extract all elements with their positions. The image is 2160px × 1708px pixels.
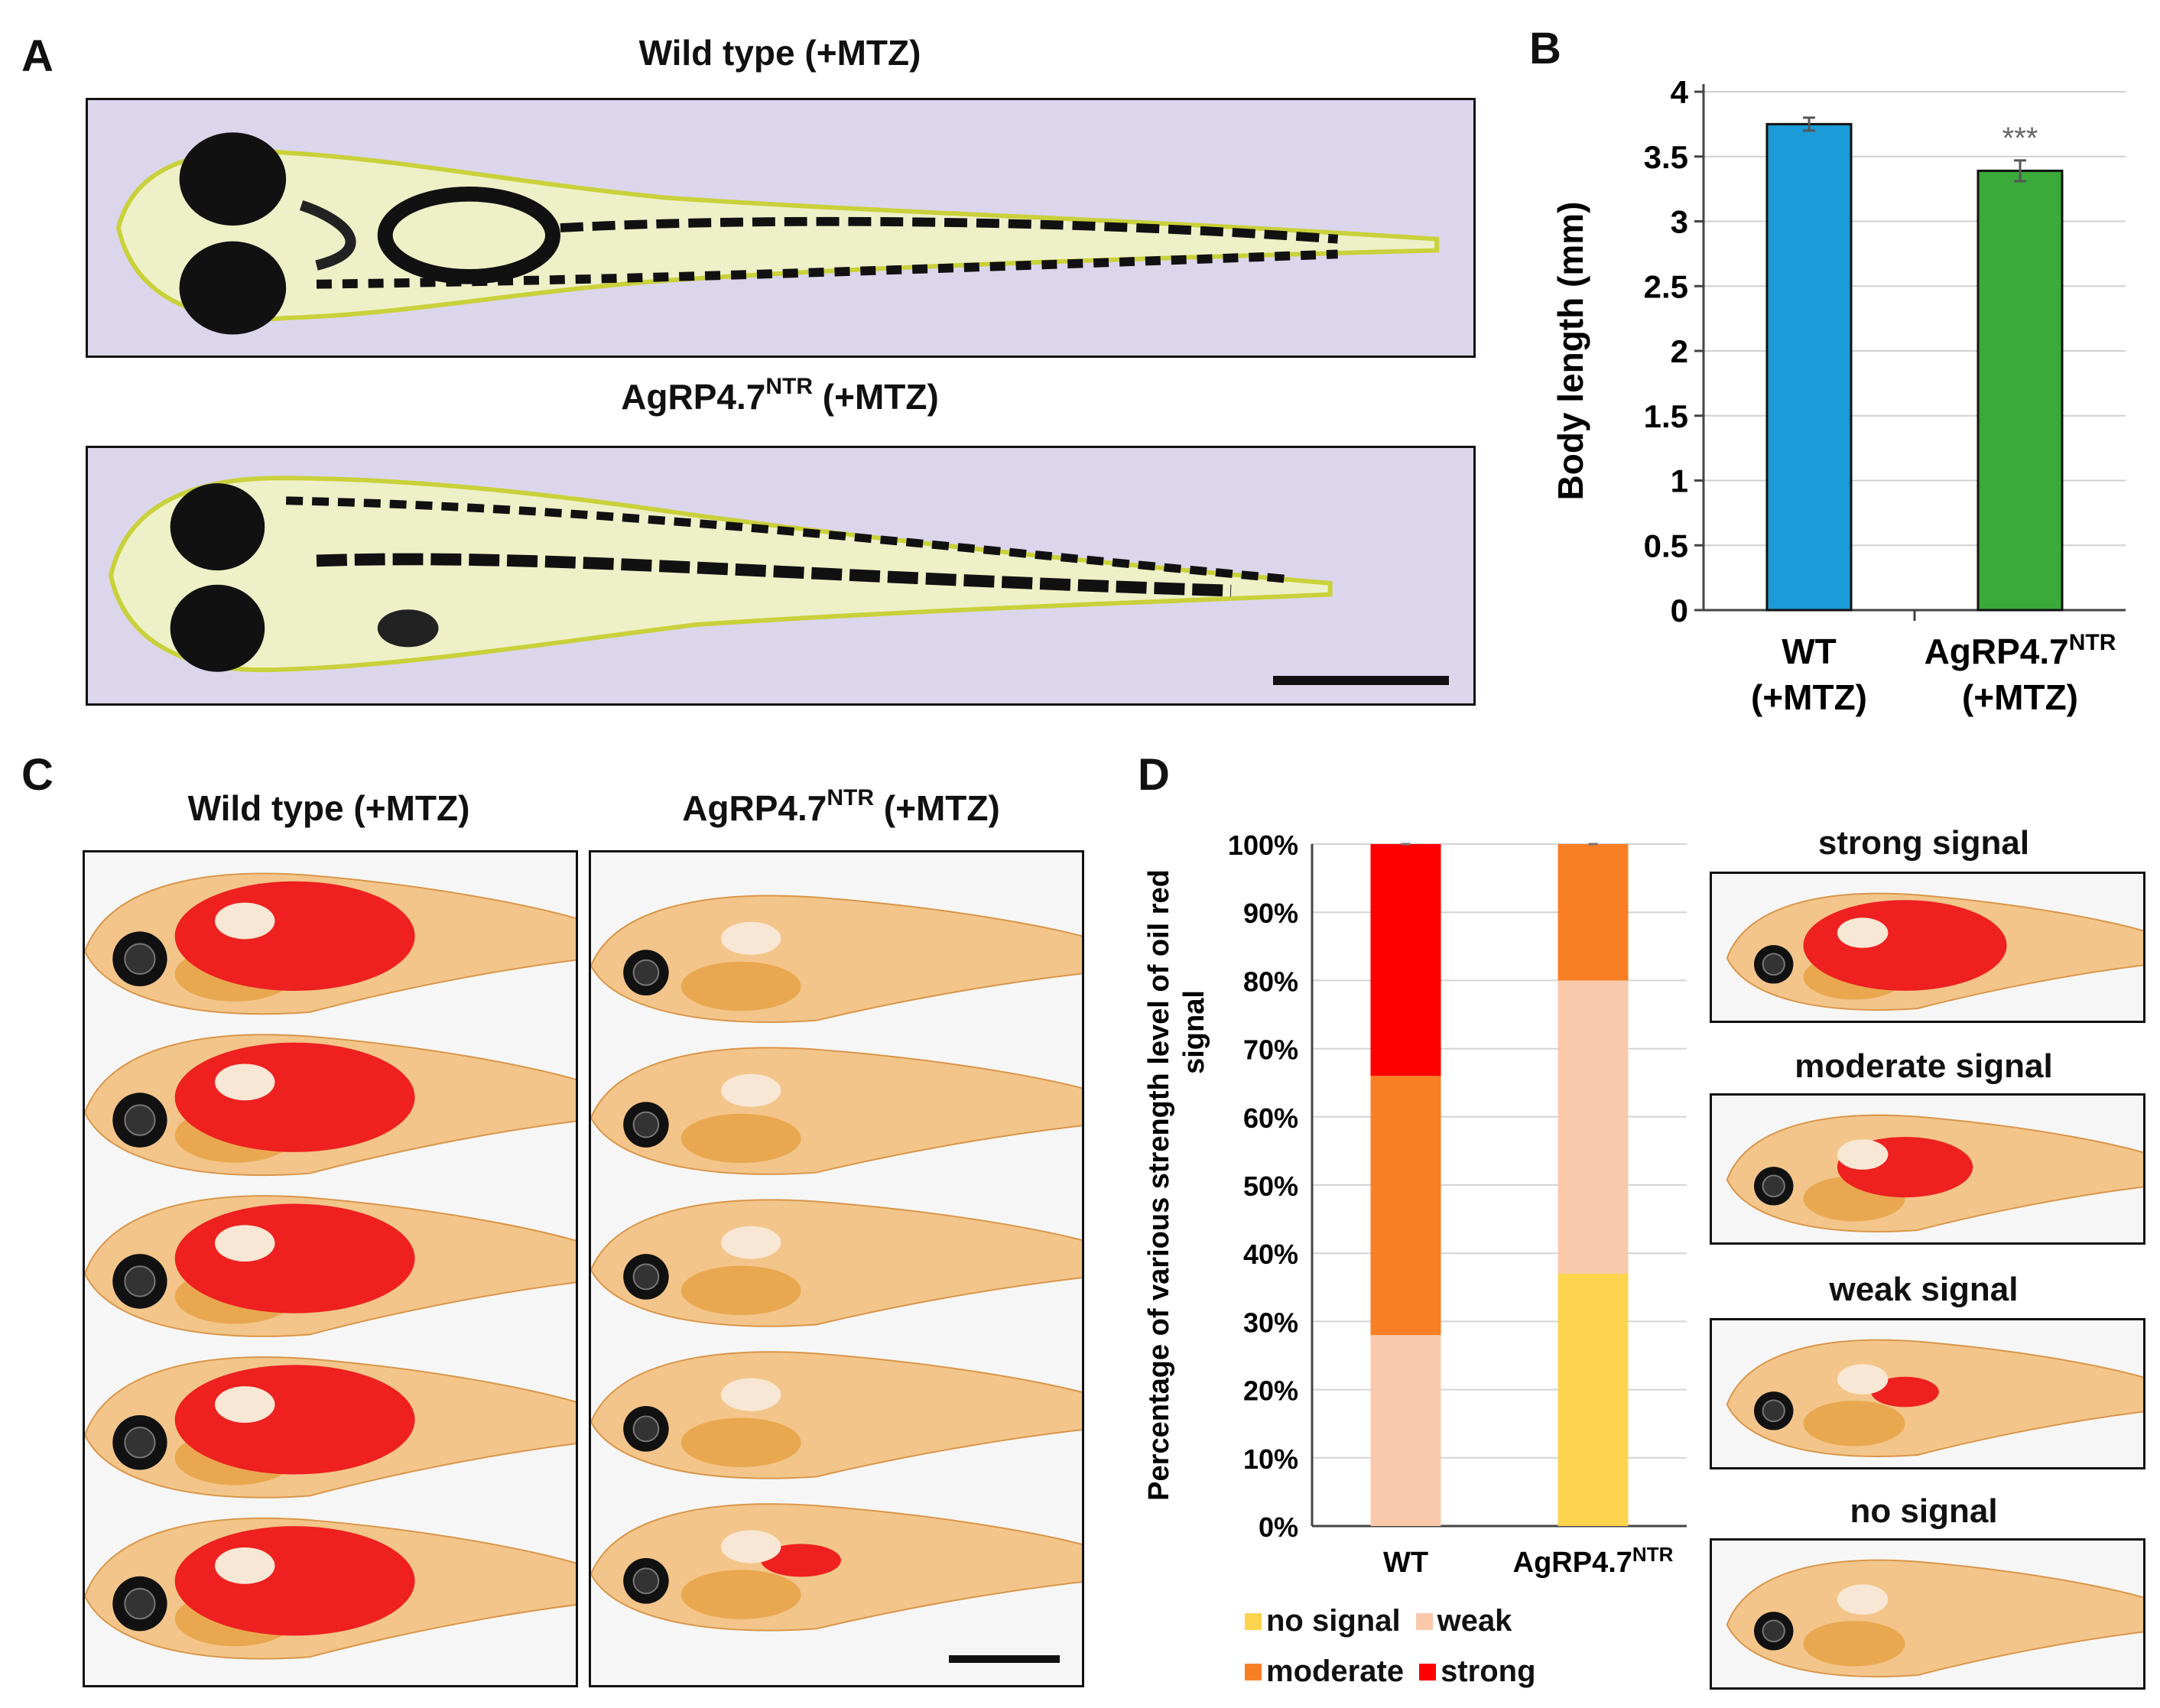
y-tick-label: 30%	[1243, 1307, 1298, 1338]
larva	[1726, 892, 2143, 1011]
significance-marker: ***	[2002, 122, 2038, 155]
y-tick-label: 2	[1671, 333, 1688, 369]
larva	[85, 1195, 576, 1337]
legend-item: moderate	[1245, 1654, 1404, 1689]
x-tick-label: WT	[1782, 632, 1837, 671]
panel-d-letter: D	[1138, 750, 1170, 800]
y-tick-label: 100%	[1228, 830, 1298, 861]
stacked-segment	[1557, 844, 1629, 981]
wild-type-larva-image	[86, 98, 1476, 358]
y-axis-label: Body length (mm)	[1551, 202, 1590, 501]
y-axis-label-line2: signal	[1178, 990, 1210, 1074]
x-tick-label: AgRP4.7NTR	[1925, 630, 2116, 671]
legend-item: weak	[1415, 1604, 1512, 1638]
y-tick-label: 3.5	[1644, 139, 1688, 175]
thumb-title-weak: weak signal	[1829, 1271, 2019, 1308]
y-tick-label: 60%	[1243, 1102, 1298, 1134]
thumb-title-moderate: moderate signal	[1795, 1047, 2053, 1085]
y-tick-label: 90%	[1243, 898, 1298, 929]
y-tick-label: 0%	[1259, 1512, 1298, 1543]
larva	[1726, 1339, 2143, 1457]
larva	[85, 1034, 576, 1177]
stacked-segment	[1370, 844, 1441, 1076]
stacked-segment	[1557, 980, 1629, 1274]
stacked-segment	[1370, 1076, 1441, 1336]
stacked-segment	[1557, 1273, 1629, 1526]
y-tick-label: 50%	[1243, 1171, 1298, 1202]
y-tick-label: 1.5	[1644, 398, 1688, 434]
y-tick-label: 1	[1671, 463, 1688, 499]
panel-b-letter: B	[1529, 24, 1561, 73]
legend-row-1: no signal weak	[1245, 1604, 1527, 1638]
larva	[85, 1356, 576, 1499]
agrp-larva-image	[86, 446, 1476, 706]
bar	[1765, 122, 1853, 612]
bar	[1976, 169, 2064, 612]
x-tick-label: AgRP4.7NTR	[1513, 1543, 1674, 1579]
larva	[591, 1351, 1082, 1479]
thumb-title-strong: strong signal	[1817, 824, 2030, 862]
panel-c-letter: C	[21, 750, 54, 800]
legend-item: strong	[1419, 1654, 1536, 1689]
x-tick-label-line2: (+MTZ)	[1962, 677, 2078, 717]
body-length-chart: 0 0.5 1 1.5 2 2.5 3 3.5 4 Body length (mm) WT (+MTZ…	[1551, 74, 2126, 717]
y-tick-label: 4	[1671, 74, 1689, 110]
y-tick-label: 0.5	[1644, 528, 1688, 563]
y-tick-label: 3	[1671, 204, 1688, 240]
wild-type-oil-red-image	[83, 850, 578, 1687]
y-tick-label: 10%	[1243, 1443, 1298, 1475]
y-tick-label: 20%	[1243, 1375, 1298, 1407]
scale-bar	[949, 1655, 1060, 1663]
oil-red-stacked-chart: 0% 10% 20% 30% 40% 50% 60% 70% 80% 90% 100% Percent…	[1143, 830, 1687, 1579]
panel-c-left-caption: Wild type (+MTZ)	[187, 788, 470, 828]
panel-a-top-caption: Wild type (+MTZ)	[638, 33, 921, 73]
stacked-segment	[1370, 1335, 1441, 1526]
y-tick-label: 80%	[1243, 966, 1298, 997]
larva	[591, 1199, 1082, 1327]
moderate-signal-image	[1710, 1093, 2145, 1245]
larva	[85, 872, 576, 1015]
larva	[591, 895, 1082, 1023]
panel-c-right-caption: AgRP4.7NTR (+MTZ)	[682, 784, 1000, 828]
y-tick-label: 2.5	[1644, 268, 1688, 304]
no-signal-image	[1710, 1538, 2145, 1690]
panel-a-letter: A	[21, 31, 54, 81]
larva	[591, 1503, 1082, 1632]
y-tick-label: 0	[1671, 593, 1688, 628]
y-axis-label-line1: Percentage of various strength level of …	[1143, 869, 1175, 1501]
y-tick-label: 40%	[1243, 1239, 1298, 1270]
weak-signal-image	[1710, 1318, 2145, 1469]
strong-signal-image	[1710, 872, 2145, 1023]
scale-bar	[1273, 676, 1449, 685]
x-tick-label-line2: (+MTZ)	[1751, 677, 1867, 717]
thumb-title-none: no signal	[1850, 1492, 1998, 1530]
larva	[1726, 1114, 2143, 1232]
larva	[1726, 1559, 2143, 1677]
agrp-oil-red-image	[589, 850, 1084, 1687]
x-tick-label: WT	[1383, 1547, 1428, 1579]
larva	[85, 1517, 576, 1660]
legend-item: no signal	[1245, 1604, 1401, 1638]
larva	[591, 1047, 1082, 1175]
panel-a-bottom-caption: AgRP4.7NTR (+MTZ)	[621, 373, 939, 417]
y-tick-label: 70%	[1243, 1034, 1298, 1066]
legend-row-2: moderate strong	[1245, 1654, 1551, 1689]
